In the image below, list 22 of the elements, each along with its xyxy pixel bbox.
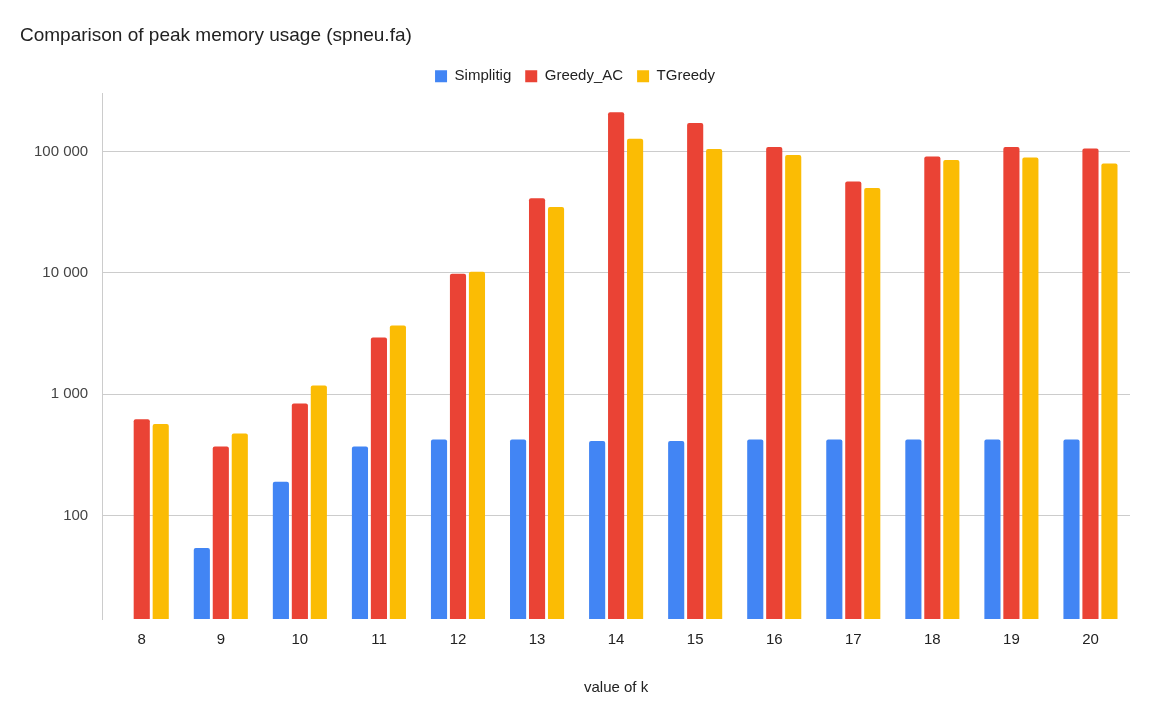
legend-label: TGreedy <box>656 66 716 84</box>
x-tick-label: 19 <box>1003 630 1020 648</box>
y-tick-label: 100 <box>63 505 89 523</box>
x-tick-label: 15 <box>686 630 704 648</box>
x-tick-label: 9 <box>216 630 225 648</box>
x-tick-label: 20 <box>1082 630 1099 648</box>
x-tick-label: 10 <box>291 630 309 648</box>
legend-label: Simplitig <box>454 66 512 84</box>
y-tick-label: 10 000 <box>42 263 89 281</box>
x-axis-title: value of k <box>584 678 649 696</box>
x-tick-label: 14 <box>607 630 625 648</box>
chart-title: Comparison of peak memory usage (spneu.fa) <box>20 23 412 45</box>
legend-label: Greedy_AC <box>544 66 624 84</box>
x-tick-label: 13 <box>528 630 546 648</box>
x-tick-label: 8 <box>137 630 146 648</box>
x-tick-label: 12 <box>449 630 467 648</box>
x-tick-label: 16 <box>765 630 783 648</box>
x-tick-label: 11 <box>371 630 387 648</box>
x-tick-label: 18 <box>924 630 941 648</box>
y-tick-label: 1 000 <box>50 384 89 402</box>
x-tick-label: 17 <box>844 630 862 648</box>
y-tick-label: 100 000 <box>33 141 89 159</box>
